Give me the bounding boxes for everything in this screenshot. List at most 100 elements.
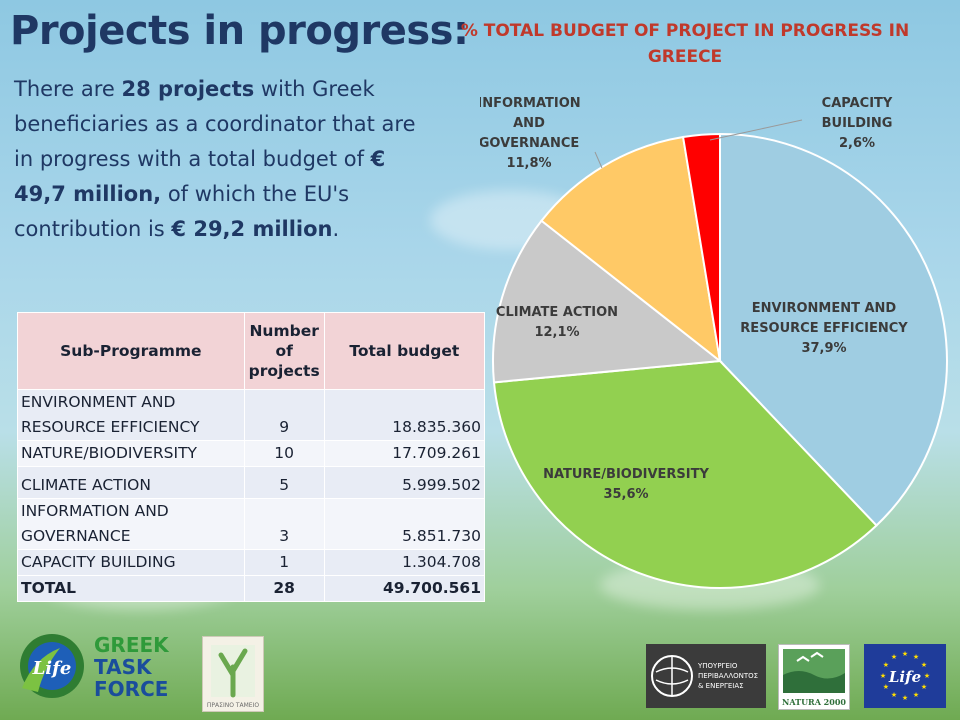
- gtf-word: GREEK: [94, 633, 170, 657]
- slice-category-label: BUILDING: [822, 116, 893, 131]
- slice-label: NATURE/BIODIVERSITY 35,6%: [543, 467, 709, 502]
- ministry-emblem: ΥΠΟΥΡΓΕΙΟ ΠΕΡΙΒΑΛΛΟΝΤΟΣ & ΕΝΕΡΓΕΙΑΣ: [651, 655, 758, 697]
- slice-value-label: 11,8%: [506, 156, 551, 171]
- header-number-of-projects: Number of projects: [243, 312, 325, 390]
- cell-count: 5: [243, 466, 325, 499]
- slice-category-label: NATURE/BIODIVERSITY: [543, 467, 709, 482]
- cell-budget: 5.999.502: [323, 466, 486, 499]
- slice-label: INFORMATION AND GOVERNANCE 11,8%: [480, 96, 581, 171]
- slice-category-label: CLIMATE ACTION: [496, 305, 618, 320]
- table-header-row: Sub-Programme Number of projects Total b…: [17, 312, 486, 390]
- greek-task-force-logo: Life GREEK TASK FORCE: [14, 628, 184, 704]
- pie-slice: [492, 219, 723, 384]
- eu-flag-icon: ★ ★★★★★★★★★★★ Life: [880, 650, 930, 702]
- hill-icon: [783, 671, 845, 693]
- cell-sub-programme: ENVIRONMENT AND RESOURCE EFFICIENCY: [17, 389, 245, 441]
- table-row: INFORMATION AND GOVERNANCE 3 5.851.730: [17, 498, 486, 550]
- slice-category-label: GOVERNANCE: [480, 136, 579, 151]
- gtf-word: TASK: [94, 655, 153, 679]
- cell-count: 9: [243, 389, 325, 441]
- slice-label: CLIMATE ACTION 12,1%: [496, 305, 618, 340]
- header-sub-programme: Sub-Programme: [17, 312, 245, 390]
- natura-text: NATURA 2000: [782, 697, 846, 707]
- table-total-row: TOTAL 28 49.700.561: [17, 575, 486, 602]
- pie-chart: ENVIRONMENT AND RESOURCE EFFICIENCY 37,9% N…: [480, 96, 948, 589]
- cell-total-label: TOTAL: [17, 575, 245, 602]
- intro-text: There are: [14, 77, 122, 101]
- ministry-logo: ΥΠΟΥΡΓΕΙΟ ΠΕΡΙΒΑΛΛΟΝΤΟΣ & ΕΝΕΡΓΕΙΑΣ: [646, 644, 766, 708]
- slice-category-label: RESOURCE EFFICIENCY: [740, 321, 908, 336]
- table-row: CAPACITY BUILDING 1 1.304.708: [17, 549, 486, 576]
- greek-task-force-emblem: Life GREEK TASK FORCE: [20, 633, 170, 701]
- cell-sub-programme: NATURE/BIODIVERSITY: [17, 440, 245, 467]
- green-fund-text: ΠΡΑΣΙΝΟ ΤΑΜΕΙΟ: [207, 702, 259, 709]
- intro-projects-count: 28 projects: [121, 77, 255, 101]
- star-icon: ★: [891, 653, 897, 661]
- slice-label: CAPACITY BUILDING 2,6%: [822, 96, 893, 151]
- cell-sub-programme: CAPACITY BUILDING: [17, 549, 245, 576]
- green-fund-logo: ΠΡΑΣΙΝΟ ΤΑΜΕΙΟ: [202, 636, 264, 712]
- intro-eu-contribution: € 29,2 million: [171, 217, 333, 241]
- budget-table: Sub-Programme Number of projects Total b…: [17, 312, 486, 602]
- star-icon: ★: [883, 683, 889, 691]
- leader-line: [594, 151, 603, 169]
- leader-line: [709, 119, 803, 141]
- slice-value-label: 2,6%: [839, 136, 875, 151]
- slice-category-label: AND: [513, 116, 545, 131]
- cell-count: 10: [243, 440, 325, 467]
- slice-value-label: 37,9%: [801, 341, 846, 356]
- life-text: Life: [888, 668, 921, 686]
- star-icon: ★: [924, 672, 930, 680]
- natura-emblem: NATURA 2000: [782, 649, 846, 707]
- cell-sub-programme: INFORMATION AND GOVERNANCE: [17, 498, 245, 550]
- table-row: CLIMATE ACTION 5 5.999.502: [17, 466, 486, 499]
- intro-paragraph: There are 28 projects with Greek benefic…: [14, 72, 434, 247]
- pie-slice: [540, 135, 722, 364]
- ministry-text: & ΕΝΕΡΓΕΙΑΣ: [698, 682, 744, 690]
- star-icon: ★: [880, 672, 886, 680]
- table-row: NATURE/BIODIVERSITY 10 17.709.261: [17, 440, 486, 467]
- cell-budget: 1.304.708: [323, 549, 486, 576]
- star-icon: ★: [913, 691, 919, 699]
- cell-budget: 18.835.360: [323, 389, 486, 441]
- slice-category-label: INFORMATION: [480, 96, 581, 111]
- star-icon: ★: [921, 683, 927, 691]
- star-icon: ★: [902, 650, 908, 658]
- header-total-budget: Total budget: [323, 312, 486, 390]
- pie-slice: [492, 359, 878, 589]
- cell-budget: 17.709.261: [323, 440, 486, 467]
- star-icon: ★: [921, 661, 927, 669]
- slice-value-label: 35,6%: [603, 487, 648, 502]
- intro-text: .: [332, 217, 340, 241]
- cell-budget: 5.851.730: [323, 498, 486, 550]
- slice-value-label: 12,1%: [534, 325, 579, 340]
- slice-category-label: ENVIRONMENT AND: [752, 301, 897, 316]
- slice-category-label: CAPACITY: [822, 96, 893, 111]
- leaf-icon: [22, 648, 60, 692]
- life-logo-text: Life: [32, 658, 72, 679]
- chart-title: % TOTAL BUDGET OF PROJECT IN PROGRESS IN…: [460, 21, 910, 67]
- pie-slice: [681, 132, 721, 362]
- natura-2000-logo: NATURA 2000: [778, 644, 850, 710]
- intro-total-budget: € 49,7 million,: [14, 147, 386, 206]
- slice-label: ENVIRONMENT AND RESOURCE EFFICIENCY 37,9%: [740, 301, 908, 356]
- cell-count: 3: [243, 498, 325, 550]
- cell-count: 1: [243, 549, 325, 576]
- star-icon: ★: [913, 653, 919, 661]
- star-icon: ★: [883, 661, 889, 669]
- cell-total-count: 28: [243, 575, 325, 602]
- eu-life-logo: ★ ★ ★ ★ ★ ★ ★ ★ ★ ★ ★ ★ Life: [864, 644, 946, 708]
- ministry-text: ΠΕΡΙΒΑΛΛΟΝΤΟΣ: [698, 672, 758, 680]
- cell-total-budget: 49.700.561: [323, 575, 486, 602]
- star-icon: ★: [902, 694, 908, 702]
- page-title: Projects in progress:: [10, 8, 469, 54]
- eu-stars: ★ ★★★★★★★★★★★: [880, 650, 930, 702]
- intro-text: with Greek beneficiaries as a coordinato…: [14, 77, 416, 171]
- gtf-word: FORCE: [94, 677, 168, 701]
- globe-lines: [655, 656, 689, 696]
- intro-text: of which the EU's contribution is: [14, 182, 350, 241]
- star-icon: ★: [891, 691, 897, 699]
- table-row: ENVIRONMENT AND RESOURCE EFFICIENCY 9 18…: [17, 389, 486, 441]
- tree-icon: ΠΡΑΣΙΝΟ ΤΑΜΕΙΟ: [207, 645, 259, 709]
- pie-slice: [719, 132, 948, 527]
